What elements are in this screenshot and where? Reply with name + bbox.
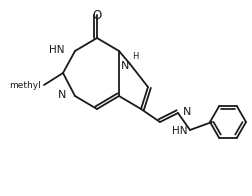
Text: N: N: [182, 107, 191, 117]
Text: HN: HN: [172, 126, 187, 136]
Text: methyl: methyl: [9, 81, 41, 90]
Text: N: N: [57, 90, 66, 100]
Text: N: N: [120, 61, 129, 71]
Text: O: O: [92, 8, 101, 22]
Text: HN: HN: [49, 45, 65, 55]
Text: H: H: [132, 52, 138, 61]
